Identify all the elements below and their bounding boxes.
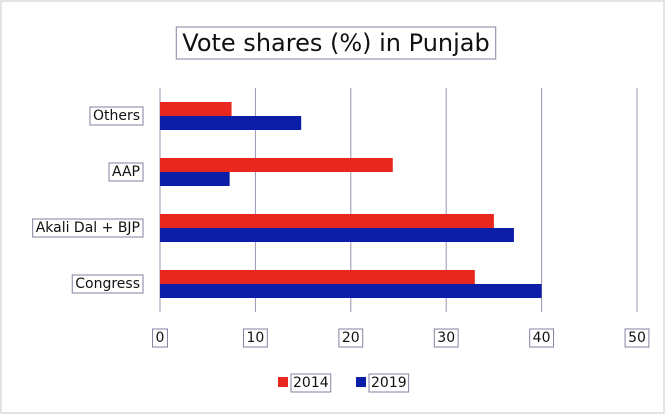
x-tick-label: 0 [156,330,165,346]
label-box [175,26,497,60]
bar [160,270,475,284]
bar [160,214,494,228]
x-tick-label: 40 [533,330,551,346]
label-box [71,274,144,294]
y-tick-label: Others [93,108,140,124]
label-box [242,328,268,348]
legend-swatch [278,377,288,387]
label-box [624,328,650,348]
bar [160,228,514,242]
label-box [152,328,168,348]
label-box [529,328,555,348]
label-box [89,106,144,126]
legend-label: 2014 [293,375,329,391]
y-tick-label: AAP [112,164,140,180]
chart-title: Vote shares (%) in Punjab [182,29,489,57]
legend-swatch [356,377,366,387]
bar [160,284,542,298]
y-tick-label: Congress [75,276,140,292]
label-box [290,373,332,393]
label-box [368,373,410,393]
label-box [32,218,144,238]
label-box [108,162,144,182]
legend-label: 2019 [371,375,407,391]
x-tick-label: 20 [342,330,360,346]
label-box [433,328,459,348]
bar [160,116,302,130]
label-box [338,328,364,348]
bar [160,172,230,186]
x-tick-label: 10 [246,330,264,346]
y-tick-label: Akali Dal + BJP [36,220,140,236]
x-tick-label: 50 [628,330,646,346]
bar [160,102,232,116]
bar [160,158,393,172]
x-tick-label: 30 [437,330,455,346]
